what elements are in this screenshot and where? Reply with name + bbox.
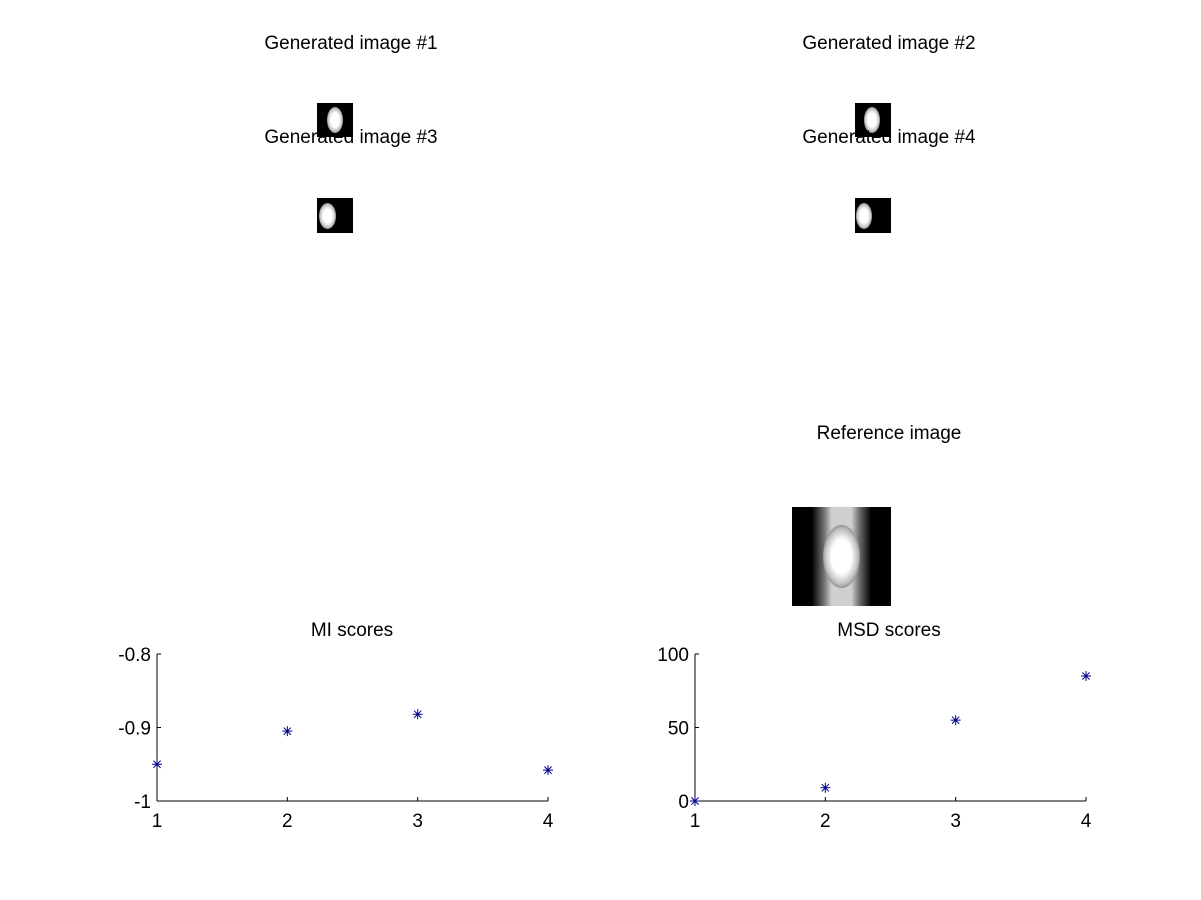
chart-2-title: MSD scores bbox=[837, 620, 940, 641]
chart-1-y-tick-label: -0.9 bbox=[118, 719, 151, 740]
chart-2-x-tick-label: 4 bbox=[1081, 811, 1092, 832]
chart-1-data-point bbox=[412, 709, 423, 720]
chart-1-x-tick-label: 4 bbox=[543, 811, 554, 832]
chart-2-data-point bbox=[1081, 671, 1091, 682]
chart-1-data-point bbox=[543, 765, 553, 776]
chart-2-data-point bbox=[820, 782, 831, 793]
reference-image bbox=[792, 507, 891, 606]
chart-2-x-tick-label: 3 bbox=[950, 811, 961, 832]
chart-2-data-point bbox=[950, 715, 961, 726]
chart-2-y-tick-label: 50 bbox=[668, 719, 689, 740]
generated-image-4 bbox=[855, 198, 891, 233]
chart-1-data-point bbox=[152, 759, 162, 770]
generated-image-3-title: Generated image #3 bbox=[264, 127, 438, 148]
chart-1-data-point bbox=[282, 726, 293, 737]
reference-image-title: Reference image bbox=[816, 423, 962, 444]
chart-1-x-tick-label: 3 bbox=[412, 811, 423, 832]
generated-image-3 bbox=[317, 198, 353, 233]
chart-1-x-tick-label: 1 bbox=[152, 811, 163, 832]
generated-image-4-title: Generated image #4 bbox=[802, 127, 976, 148]
chart-2-x-tick-label: 2 bbox=[820, 811, 831, 832]
generated-image-2-title: Generated image #2 bbox=[802, 33, 976, 54]
generated-image-1 bbox=[317, 103, 353, 137]
chart-2-data-point bbox=[690, 796, 700, 806]
chart-1-y-tick-label: -1 bbox=[134, 792, 151, 813]
generated-image-2 bbox=[855, 103, 891, 137]
chart-2-y-tick-label: 0 bbox=[678, 792, 689, 813]
chart-1-title: MI scores bbox=[311, 620, 393, 641]
chart-1-x-tick-label: 2 bbox=[282, 811, 293, 832]
generated-image-1-title: Generated image #1 bbox=[264, 33, 438, 54]
chart-2-y-tick-label: 100 bbox=[657, 645, 689, 666]
chart-1-y-tick-label: -0.8 bbox=[118, 645, 151, 666]
chart-2-x-tick-label: 1 bbox=[690, 811, 701, 832]
